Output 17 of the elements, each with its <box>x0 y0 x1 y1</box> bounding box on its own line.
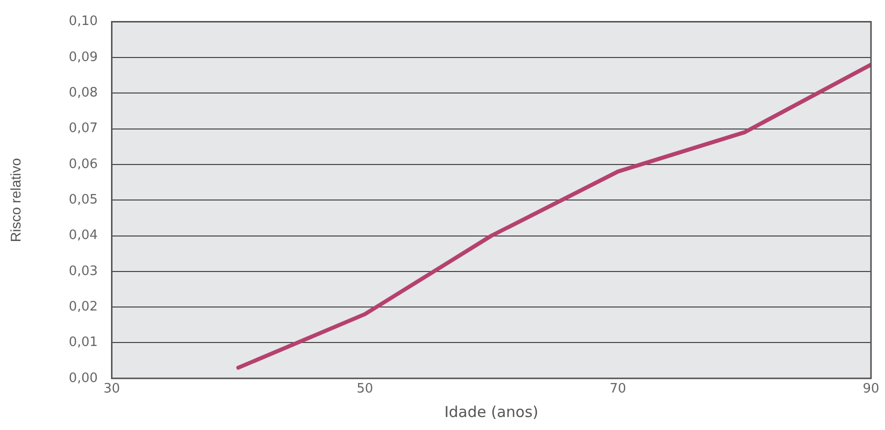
y-tick-label: 0,01 <box>68 335 98 350</box>
y-tick-label: 0,09 <box>68 50 98 65</box>
y-tick-label: 0,03 <box>68 264 98 279</box>
x-tick-label: 70 <box>610 382 626 397</box>
y-tick-label: 0,00 <box>68 370 98 386</box>
y-tick-label: 0,10 <box>68 14 98 30</box>
y-axis-title: Risco relativo <box>7 158 24 242</box>
x-tick-label: 90 <box>862 382 880 397</box>
y-tick-label: 0,07 <box>68 121 98 136</box>
x-tick-label: 30 <box>103 382 120 397</box>
y-tick-label: 0,06 <box>68 156 98 172</box>
y-tick-label: 0,05 <box>68 192 98 208</box>
y-tick-label: 0,08 <box>68 85 98 100</box>
x-tick-label: 50 <box>356 382 374 397</box>
y-tick-label: 0,04 <box>68 228 98 244</box>
x-axis-title: Idade (anos) <box>444 402 538 421</box>
y-tick-label: 0,02 <box>68 299 98 314</box>
